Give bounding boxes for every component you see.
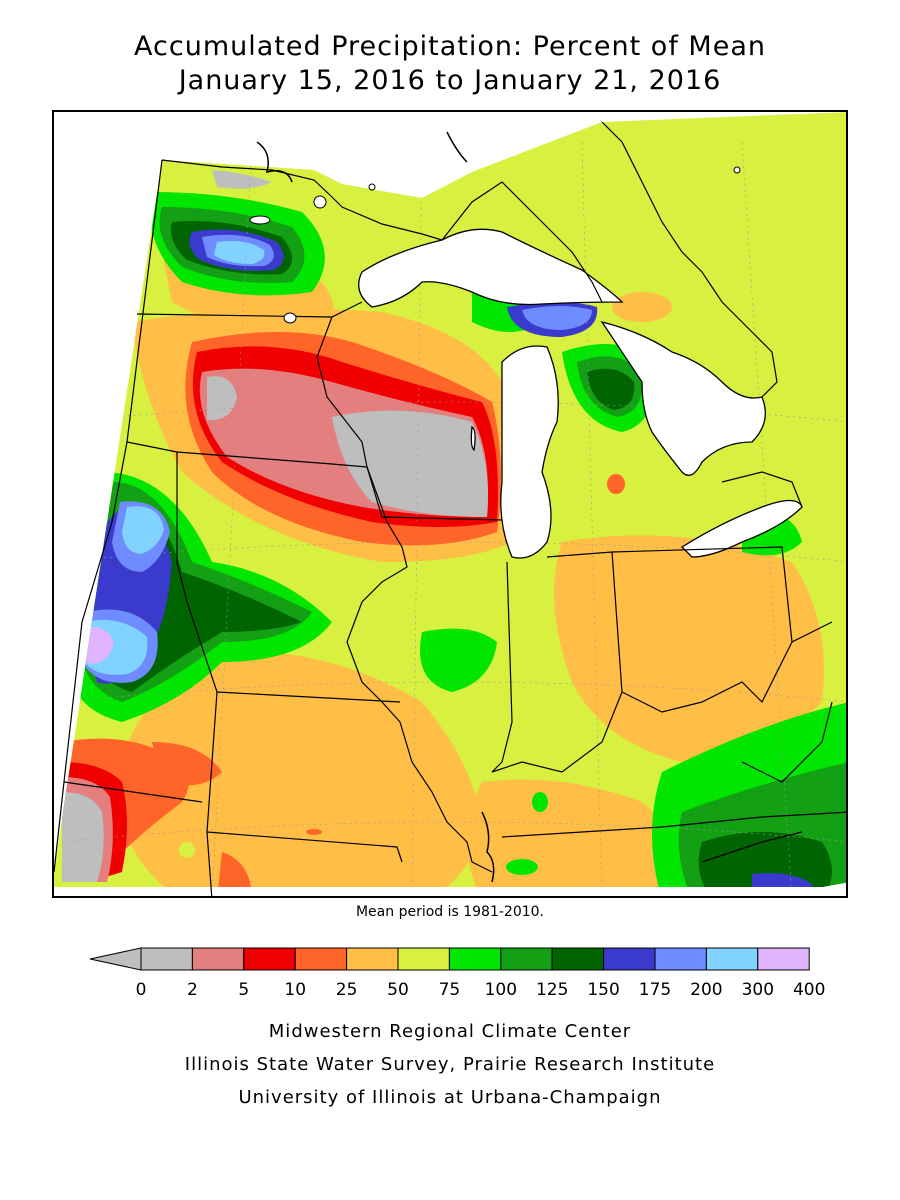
legend-swatch [705,947,759,971]
legend-label: 75 [439,980,461,1000]
map-title: Accumulated Precipitation: Percent of Me… [134,31,766,62]
small-lakes [249,166,741,324]
precipitation-map [52,110,848,898]
legend-label: 175 [639,980,671,1000]
legend-swatch [603,947,656,971]
legend-swatch [551,947,605,971]
credit-line-2: Illinois State Water Survey, Prairie Res… [184,1054,716,1075]
legend-swatch [243,947,296,971]
legend-swatch [500,947,553,971]
legend-swatch [397,947,450,971]
legend-label: 125 [536,980,568,1000]
great-lakes [358,228,803,559]
mean-period-note: Mean period is 1981-2010. [355,904,545,920]
legend-label: 5 [238,980,249,1000]
borders [54,121,846,896]
legend-label: 100 [485,980,517,1000]
legend-label: 2 [187,980,198,1000]
legend-swatch [448,947,502,971]
color-legend: 0 2 5 10 25 50 75 100 125 150 175 200 300 400 [89,947,825,1000]
legend-label: 0 [136,980,147,1000]
legend-swatch [757,947,810,971]
legend-label: 10 [284,980,306,1000]
legend-swatch [294,947,348,971]
credit-line-3: University of Illinois at Urbana-Champai… [238,1087,662,1108]
legend-swatch [140,947,193,971]
legend-label: 50 [387,980,409,1000]
legend-label: 200 [690,980,722,1000]
precip-field [54,112,846,887]
legend-label: 150 [587,980,619,1000]
map-date-range: January 15, 2016 to January 21, 2016 [178,65,722,96]
legend-swatch [346,947,399,971]
legend-underflow-arrow [89,947,142,971]
legend-swatch [191,947,245,971]
map-graphic [54,112,846,896]
credit-line-1: Midwestern Regional Climate Center [268,1021,632,1042]
legend-label: 400 [793,980,825,1000]
legend-label: 300 [742,980,774,1000]
legend-label: 25 [336,980,358,1000]
river-features [256,131,495,883]
legend-swatch [654,947,707,971]
